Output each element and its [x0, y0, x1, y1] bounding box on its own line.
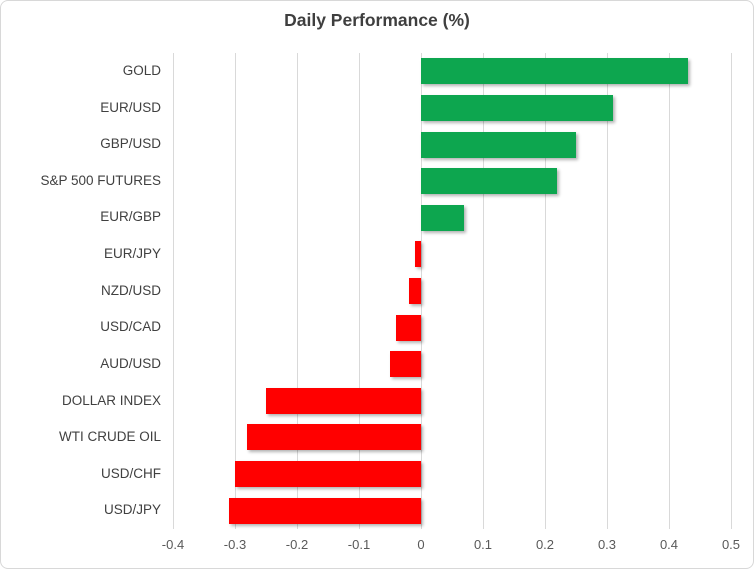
bar-usd-cad: [396, 314, 421, 341]
category-label-dollar-index: DOLLAR INDEX: [61, 392, 161, 408]
gridline-0-1: [482, 53, 484, 529]
bar-wti-crude-oil: [247, 424, 421, 451]
gridline-0-2: [544, 53, 546, 529]
category-label-nzd-usd: NZD/USD: [101, 282, 161, 298]
category-label-usd-jpy: USD/JPY: [103, 502, 161, 518]
bar-eur-gbp: [421, 204, 465, 231]
bar-nzd-usd: [408, 278, 421, 304]
gridline--0-2: [296, 53, 298, 529]
gridline-0-3: [606, 53, 608, 529]
bar-usd-jpy: [228, 497, 421, 524]
x-tick-label--0-1: -0.1: [347, 537, 371, 552]
category-label-gold: GOLD: [122, 63, 161, 78]
bar-aud-usd: [390, 351, 421, 378]
category-label-eur-gbp: EUR/GBP: [100, 209, 161, 225]
x-tick-label-0-3: 0.3: [597, 537, 617, 552]
bar-dollar-index: [266, 387, 421, 414]
x-tick-label-0-5: 0.5: [721, 537, 741, 552]
bar-gbp-usd: [421, 131, 576, 158]
category-label-s-p-500-futures: S&P 500 FUTURES: [40, 172, 161, 188]
bar-eur-usd: [421, 94, 614, 121]
x-tick-label--0-3: -0.3: [223, 537, 247, 552]
gridline--0-1: [358, 53, 360, 529]
bar-s-p-500-futures: [421, 168, 558, 195]
category-label-gbp-usd: GBP/USD: [100, 136, 161, 152]
x-tick-label-0-1: 0.1: [473, 537, 493, 552]
category-label-aud-usd: AUD/USD: [100, 355, 161, 371]
x-tick-label--0-2: -0.2: [285, 537, 309, 552]
gridline-0: [420, 53, 422, 529]
gridline-0-4: [668, 53, 670, 529]
bar-gold: [421, 58, 688, 85]
bar-eur-jpy: [414, 241, 421, 268]
category-label-usd-cad: USD/CAD: [100, 319, 161, 335]
x-tick-label-0-2: 0.2: [535, 537, 555, 552]
category-label-usd-chf: USD/CHF: [101, 465, 161, 481]
gridline-0-5: [730, 53, 732, 529]
x-tick-label-0: 0: [417, 537, 425, 552]
gridline--0-4: [172, 53, 174, 529]
bar-usd-chf: [235, 461, 421, 488]
x-tick-label--0-4: -0.4: [161, 537, 185, 552]
gridline--0-3: [234, 53, 236, 529]
plot-area: [172, 53, 732, 529]
category-label-eur-usd: EUR/USD: [100, 99, 161, 115]
category-label-eur-jpy: EUR/JPY: [103, 246, 161, 262]
x-tick-label-0-4: 0.4: [659, 537, 679, 552]
chart-title: Daily Performance (%): [284, 10, 470, 30]
category-label-wti-crude-oil: WTI CRUDE OIL: [58, 429, 161, 445]
